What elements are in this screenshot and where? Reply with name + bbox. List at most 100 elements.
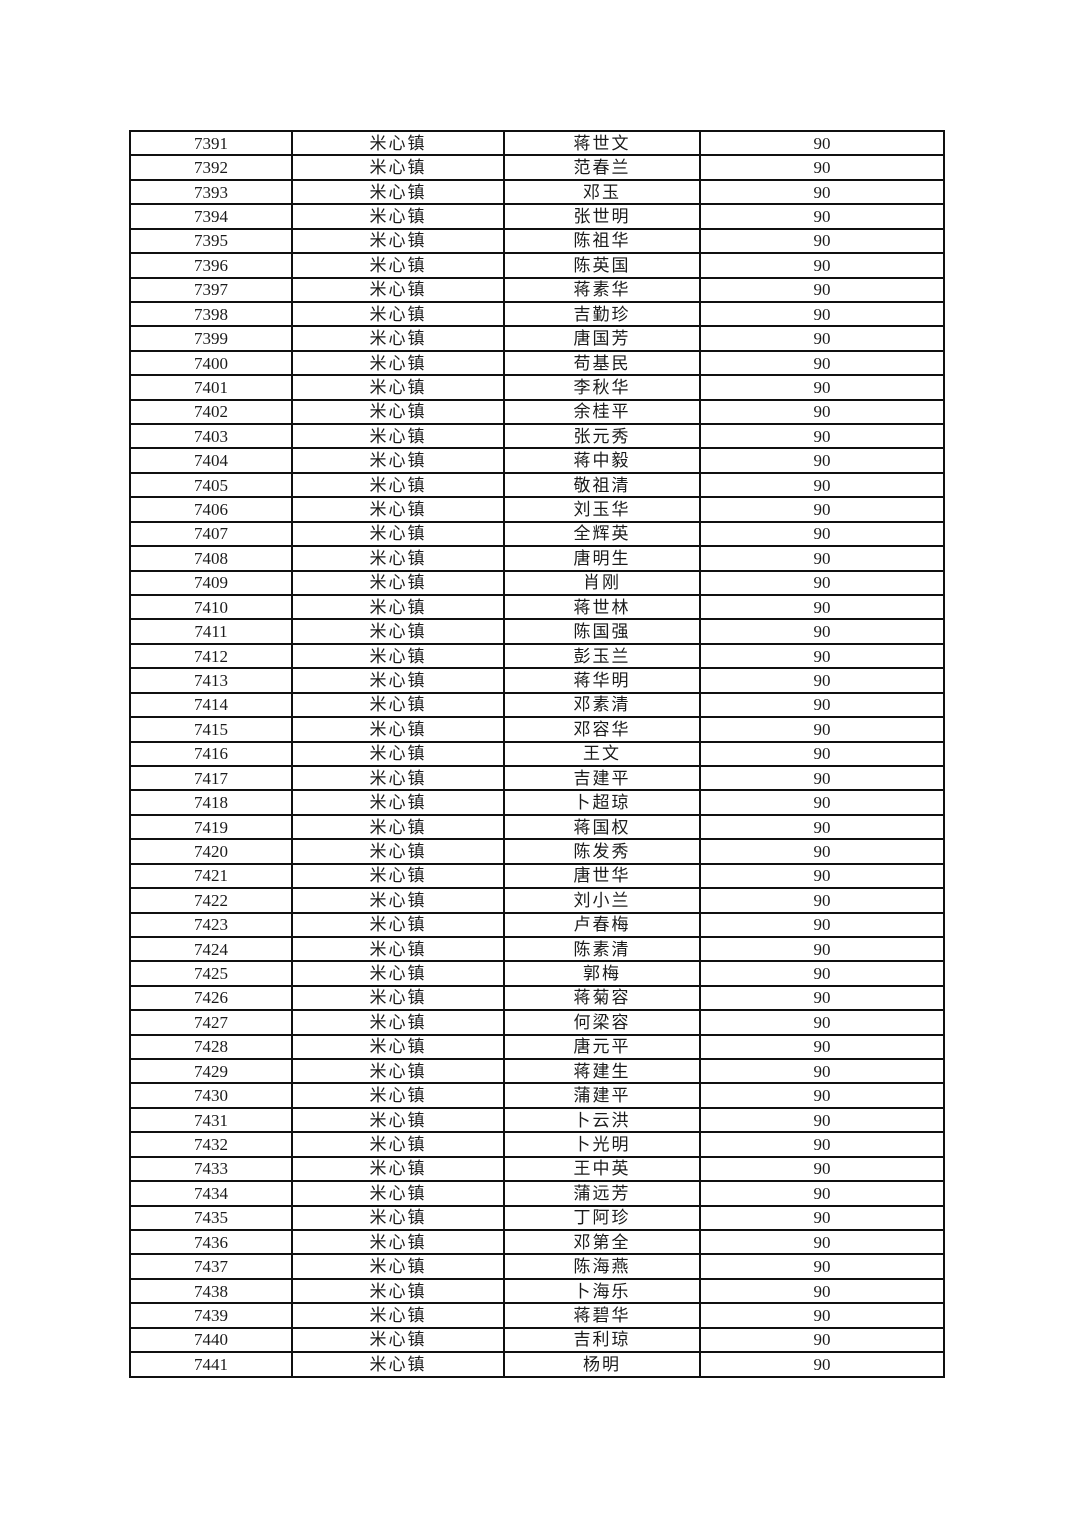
town-cell: 米心镇 [291, 1351, 505, 1378]
table-row: 7408 米心镇 唐明生 90 [129, 545, 945, 572]
town-cell: 米心镇 [291, 398, 505, 426]
name-cell: 刘玉华 [503, 496, 701, 523]
name-cell: 唐明生 [503, 545, 701, 572]
score-cell: 90 [699, 447, 945, 474]
name-cell: 蒲远芳 [503, 1180, 701, 1207]
serial-cell: 7405 [129, 471, 293, 499]
table-row: 7433 米心镇 王中英 90 [129, 1155, 945, 1183]
town-cell: 米心镇 [291, 984, 505, 1012]
town-cell: 米心镇 [291, 1033, 505, 1061]
name-cell: 蒲建平 [503, 1082, 701, 1109]
table-row: 7428 米心镇 唐元平 90 [129, 1033, 945, 1061]
town-cell: 米心镇 [291, 496, 505, 523]
town-cell: 米心镇 [291, 520, 505, 548]
name-cell: 蒋华明 [503, 667, 701, 694]
town-cell: 米心镇 [291, 129, 505, 157]
name-cell: 陈英国 [503, 252, 701, 279]
name-cell: 余桂平 [503, 398, 701, 426]
town-cell: 米心镇 [291, 1204, 505, 1232]
score-cell: 90 [699, 984, 945, 1012]
name-cell: 张元秀 [503, 423, 701, 450]
table-row: 7418 米心镇 卜超琼 90 [129, 789, 945, 816]
town-cell: 米心镇 [291, 960, 505, 987]
name-cell: 蒋中毅 [503, 447, 701, 474]
serial-cell: 7433 [129, 1155, 293, 1183]
table-row: 7434 米心镇 蒲远芳 90 [129, 1180, 945, 1207]
serial-cell: 7440 [129, 1326, 293, 1354]
table-row: 7432 米心镇 卜光明 90 [129, 1131, 945, 1158]
serial-cell: 7420 [129, 838, 293, 865]
serial-cell: 7421 [129, 862, 293, 890]
table-row: 7391 米心镇 蒋世文 90 [129, 129, 945, 157]
town-cell: 米心镇 [291, 667, 505, 694]
name-cell: 卜海乐 [503, 1277, 701, 1305]
town-cell: 米心镇 [291, 423, 505, 450]
score-cell: 90 [699, 789, 945, 816]
serial-cell: 7401 [129, 374, 293, 401]
town-cell: 米心镇 [291, 1155, 505, 1183]
table-row: 7425 米心镇 郭梅 90 [129, 960, 945, 987]
town-cell: 米心镇 [291, 1228, 505, 1256]
serial-cell: 7412 [129, 642, 293, 670]
serial-cell: 7394 [129, 203, 293, 230]
serial-cell: 7392 [129, 154, 293, 181]
name-cell: 王文 [503, 740, 701, 767]
table-row: 7398 米心镇 吉勤珍 90 [129, 300, 945, 328]
serial-cell: 7398 [129, 300, 293, 328]
name-cell: 李秋华 [503, 374, 701, 401]
table-row: 7400 米心镇 苟基民 90 [129, 349, 945, 377]
name-cell: 卜超琼 [503, 789, 701, 816]
score-cell: 90 [699, 325, 945, 352]
score-cell: 90 [699, 887, 945, 914]
name-cell: 丁阿珍 [503, 1204, 701, 1232]
town-cell: 米心镇 [291, 1180, 505, 1207]
town-cell: 米心镇 [291, 618, 505, 645]
serial-cell: 7441 [129, 1351, 293, 1378]
serial-cell: 7423 [129, 911, 293, 938]
serial-cell: 7432 [129, 1131, 293, 1158]
name-cell: 邓第全 [503, 1228, 701, 1256]
score-table-body: 7391 米心镇 蒋世文 90 7392 米心镇 范春兰 90 7393 米心镇 邓玉 90 7394 米… [129, 129, 945, 1378]
table-row: 7438 米心镇 卜海乐 90 [129, 1277, 945, 1305]
score-cell: 90 [699, 1277, 945, 1305]
serial-cell: 7419 [129, 813, 293, 841]
score-cell: 90 [699, 1009, 945, 1036]
serial-cell: 7408 [129, 545, 293, 572]
serial-cell: 7409 [129, 569, 293, 597]
serial-cell: 7435 [129, 1204, 293, 1232]
name-cell: 蒋建生 [503, 1058, 701, 1085]
score-cell: 90 [699, 862, 945, 890]
score-cell: 90 [699, 471, 945, 499]
table-row: 7424 米心镇 陈素清 90 [129, 935, 945, 963]
score-cell: 90 [699, 764, 945, 792]
serial-cell: 7417 [129, 764, 293, 792]
town-cell: 米心镇 [291, 740, 505, 767]
serial-cell: 7413 [129, 667, 293, 694]
table-row: 7394 米心镇 张世明 90 [129, 203, 945, 230]
town-cell: 米心镇 [291, 1326, 505, 1354]
score-cell: 90 [699, 349, 945, 377]
name-cell: 彭玉兰 [503, 642, 701, 670]
score-cell: 90 [699, 569, 945, 597]
table-row: 7437 米心镇 陈海燕 90 [129, 1253, 945, 1280]
table-row: 7406 米心镇 刘玉华 90 [129, 496, 945, 523]
table-row: 7427 米心镇 何梁容 90 [129, 1009, 945, 1036]
name-cell: 王中英 [503, 1155, 701, 1183]
table-row: 7435 米心镇 丁阿珍 90 [129, 1204, 945, 1232]
name-cell: 唐国芳 [503, 325, 701, 352]
table-row: 7403 米心镇 张元秀 90 [129, 423, 945, 450]
town-cell: 米心镇 [291, 1106, 505, 1134]
serial-cell: 7397 [129, 276, 293, 303]
score-cell: 90 [699, 1131, 945, 1158]
table-row: 7404 米心镇 蒋中毅 90 [129, 447, 945, 474]
table-row: 7421 米心镇 唐世华 90 [129, 862, 945, 890]
serial-cell: 7439 [129, 1302, 293, 1329]
serial-cell: 7403 [129, 423, 293, 450]
town-cell: 米心镇 [291, 1082, 505, 1109]
table-row: 7426 米心镇 蒋菊容 90 [129, 984, 945, 1012]
score-cell: 90 [699, 203, 945, 230]
serial-cell: 7438 [129, 1277, 293, 1305]
table-row: 7419 米心镇 蒋国权 90 [129, 813, 945, 841]
table-row: 7393 米心镇 邓玉 90 [129, 178, 945, 206]
